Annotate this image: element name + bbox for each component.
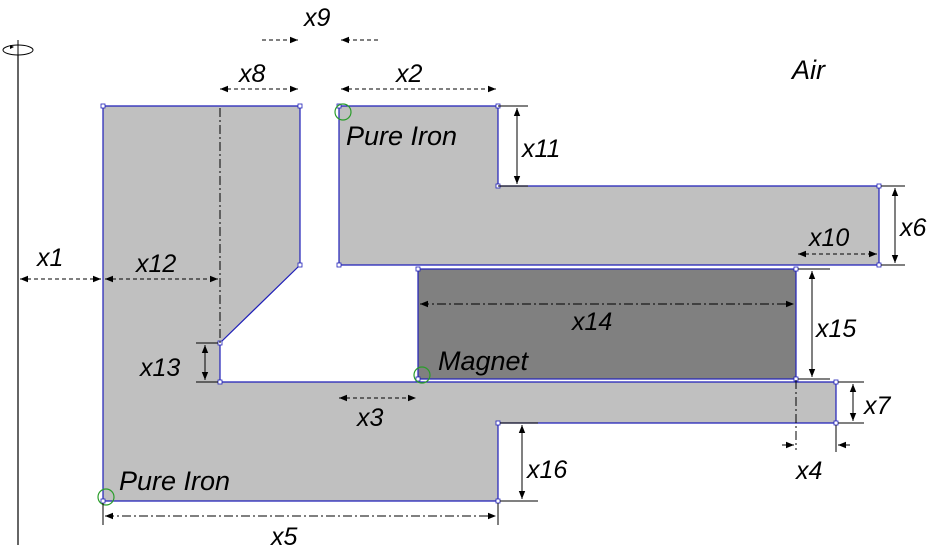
dim-label-x16: x16 — [526, 456, 567, 484]
dim-label-x5: x5 — [270, 523, 298, 551]
upper-iron-label: Pure Iron — [346, 121, 457, 151]
dim-label-x3: x3 — [356, 404, 384, 432]
lower-iron-label: Pure Iron — [119, 466, 230, 496]
dim-label-x6: x6 — [899, 214, 927, 242]
dim-label-x11: x11 — [521, 135, 560, 163]
dimension-lines — [20, 36, 905, 525]
magnet-marker — [413, 366, 431, 384]
dim-label-x2: x2 — [395, 60, 423, 88]
dim-label-x15: x15 — [815, 315, 856, 343]
dim-label-x8: x8 — [238, 60, 266, 88]
upper-iron-marker — [334, 103, 352, 121]
lower-iron-marker — [97, 488, 115, 506]
magnet-region — [417, 268, 797, 380]
dim-label-x7: x7 — [863, 392, 892, 420]
dim-label-x10: x10 — [808, 224, 849, 252]
air-label: Air — [790, 55, 826, 85]
magnet-label: Magnet — [438, 346, 530, 376]
dim-label-x14: x14 — [571, 308, 612, 336]
rotation-axis-icon — [2, 40, 34, 60]
dim-label-x13: x13 — [139, 354, 180, 382]
dim-label-x9: x9 — [303, 4, 331, 32]
dim-label-x12: x12 — [135, 250, 176, 278]
center-lines — [219, 108, 797, 450]
dim-label-x1: x1 — [36, 244, 63, 272]
dim-label-x4: x4 — [795, 457, 822, 485]
